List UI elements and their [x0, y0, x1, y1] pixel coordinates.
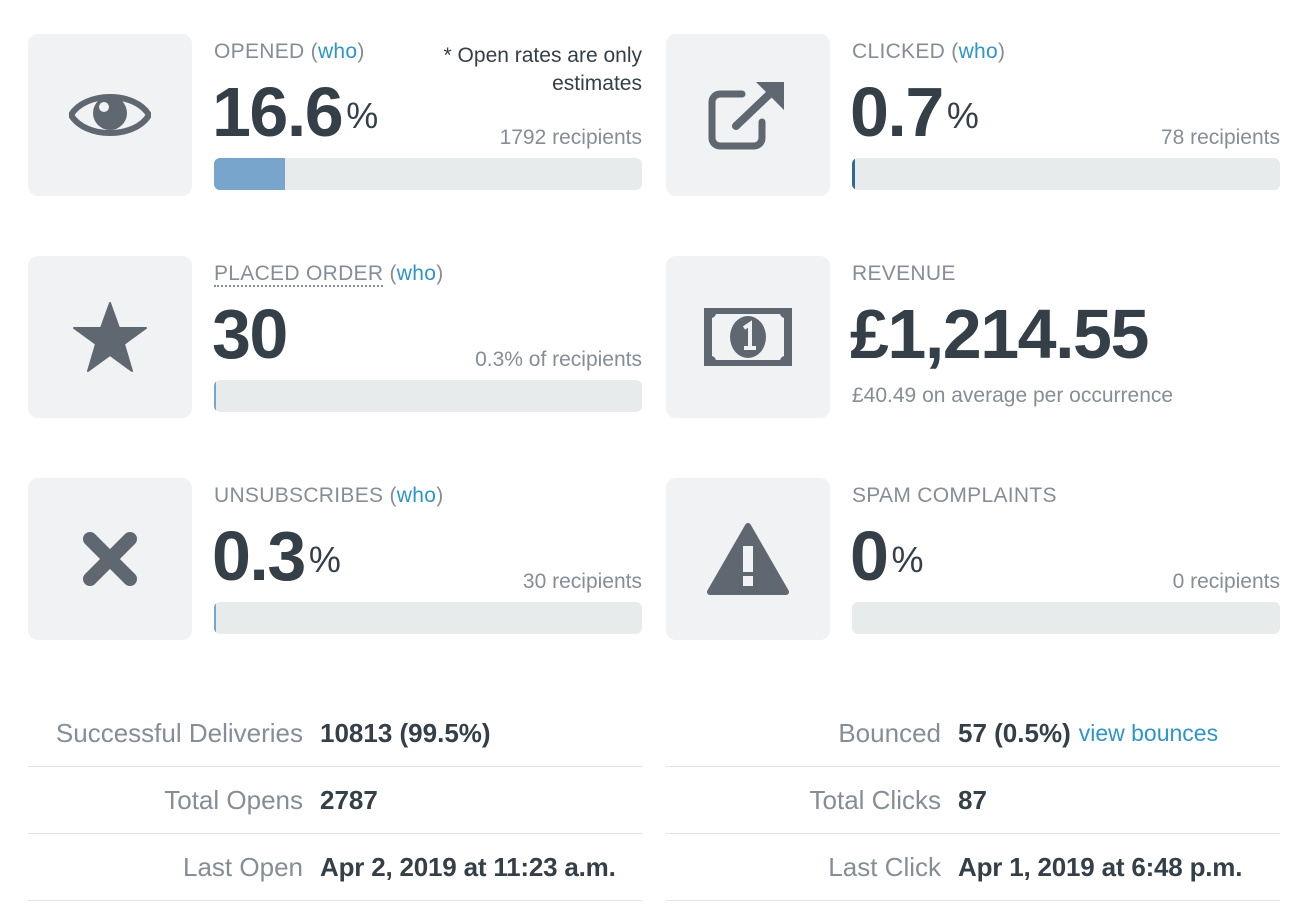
stat-value: Apr 1, 2019 at 6:48 p.m. — [958, 851, 1243, 882]
opened-number: 16.6 — [212, 73, 344, 151]
placed-order-progress-bar — [214, 380, 642, 412]
eye-icon — [69, 94, 151, 136]
stat-row: Bounced 57 (0.5%) view bounces — [666, 700, 1280, 767]
spam-number: 0 — [850, 517, 889, 595]
revenue-amount: £1,214.55 — [850, 295, 1149, 373]
stat-value: 10813 (99.5%) — [320, 717, 491, 748]
placed-order-label: PLACED ORDER (who) — [214, 262, 444, 287]
unsubscribes-card: UNSUBSCRIBES (who) 0.3% 30 recipients — [28, 478, 642, 640]
stat-row: Total Clicks 87 — [666, 767, 1280, 834]
percent-sign: % — [946, 95, 979, 136]
unsubscribes-icon-box — [28, 478, 192, 640]
clicked-progress-fill — [852, 158, 855, 190]
opened-recipients: 1792 recipients — [499, 126, 642, 149]
delivery-stats-left: Successful Deliveries 10813 (99.5%) Tota… — [28, 700, 642, 901]
money-icon — [704, 308, 792, 366]
stat-key: Bounced — [838, 717, 941, 748]
spam-card: SPAM COMPLAINTS 0% 0 recipients — [666, 478, 1280, 640]
paren-close: ) — [436, 262, 444, 285]
spam-icon-box — [666, 478, 830, 640]
revenue-value: £1,214.55 — [850, 294, 1149, 374]
spam-label: SPAM COMPLAINTS — [852, 484, 1057, 507]
stat-row: Last Open Apr 2, 2019 at 11:23 a.m. — [28, 834, 642, 901]
revenue-label: REVENUE — [852, 262, 956, 285]
x-icon — [83, 532, 137, 586]
revenue-icon-box — [666, 256, 830, 418]
spam-progress-bar — [852, 602, 1280, 634]
clicked-value: 0.7% — [850, 72, 979, 152]
percent-sign: % — [346, 95, 379, 136]
unsubscribes-label: UNSUBSCRIBES (who) — [214, 484, 443, 508]
opened-value: 16.6% — [212, 72, 378, 152]
unsubscribes-number: 0.3 — [212, 517, 306, 595]
stat-value: Apr 2, 2019 at 11:23 a.m. — [320, 851, 616, 882]
unsubscribes-who-link[interactable]: who — [396, 484, 437, 507]
clicked-recipients: 78 recipients — [1160, 126, 1280, 149]
clicked-card: CLICKED (who) 0.7% 78 recipients — [666, 34, 1280, 196]
unsubscribes-progress-fill — [214, 602, 217, 634]
unsubscribes-value: 0.3% — [212, 516, 341, 596]
star-icon — [73, 302, 147, 372]
unsubscribes-recipients: 30 recipients — [522, 570, 642, 593]
clicked-who-link[interactable]: who — [958, 40, 998, 63]
paren-open: ( — [951, 40, 959, 63]
clicked-icon-box — [666, 34, 830, 196]
delivery-stats-right: Bounced 57 (0.5%) view bounces Total Cli… — [666, 700, 1280, 901]
opened-label-text: OPENED — [214, 40, 305, 63]
stat-row: Last Click Apr 1, 2019 at 6:48 p.m. — [666, 834, 1280, 901]
opened-label: OPENED (who) — [214, 40, 365, 64]
revenue-card: REVENUE £1,214.55 £40.49 on average per … — [666, 256, 1280, 418]
view-bounces-link[interactable]: view bounces — [1078, 719, 1219, 746]
placed-order-progress-fill — [214, 380, 217, 412]
paren-open: ( — [310, 40, 318, 63]
clicked-label: CLICKED (who) — [852, 40, 1005, 64]
stat-key: Total Opens — [164, 784, 303, 815]
paren-close: ) — [998, 40, 1006, 63]
paren-open: ( — [389, 262, 397, 285]
paren-open: ( — [389, 484, 397, 507]
placed-order-recipients: 0.3% of recipients — [475, 348, 642, 371]
stat-key: Total Clicks — [809, 784, 941, 815]
placed-order-value: 30 — [212, 294, 288, 374]
placed-order-icon-box — [28, 256, 192, 418]
percent-sign: % — [891, 539, 924, 580]
unsubscribes-label-text: UNSUBSCRIBES — [214, 484, 384, 507]
clicked-progress-bar — [852, 158, 1280, 190]
percent-sign: % — [308, 539, 341, 580]
paren-close: ) — [436, 484, 444, 507]
spam-recipients: 0 recipients — [1172, 570, 1280, 593]
placed-order-label-text[interactable]: PLACED ORDER — [214, 262, 384, 287]
revenue-average: £40.49 on average per occurrence — [852, 384, 1174, 407]
stat-value: 2787 — [320, 784, 378, 815]
open-rate-note: * Open rates are only estimates — [443, 44, 642, 95]
placed-order-card: PLACED ORDER (who) 30 0.3% of recipients — [28, 256, 642, 418]
opened-icon-box — [28, 34, 192, 196]
opened-who-link[interactable]: who — [317, 40, 358, 63]
stat-value: 57 (0.5%) — [958, 717, 1071, 748]
opened-progress-fill — [214, 158, 286, 190]
clicked-number: 0.7 — [850, 73, 944, 151]
placed-order-number: 30 — [212, 295, 288, 373]
stat-key: Successful Deliveries — [55, 717, 303, 748]
placed-order-who-link[interactable]: who — [396, 262, 437, 285]
clicked-label-text: CLICKED — [852, 40, 946, 63]
paren-close: ) — [357, 40, 365, 63]
warning-icon — [707, 523, 789, 595]
opened-card: OPENED (who) * Open rates are only estim… — [28, 34, 642, 196]
unsubscribes-progress-bar — [214, 602, 642, 634]
stat-key: Last Open — [183, 851, 303, 882]
stat-key: Last Click — [828, 851, 941, 882]
stat-row: Successful Deliveries 10813 (99.5%) — [28, 700, 642, 767]
stat-value: 87 — [958, 784, 987, 815]
opened-progress-bar — [214, 158, 642, 190]
external-link-icon — [708, 82, 784, 150]
spam-value: 0% — [850, 516, 923, 596]
stat-row: Total Opens 2787 — [28, 767, 642, 834]
